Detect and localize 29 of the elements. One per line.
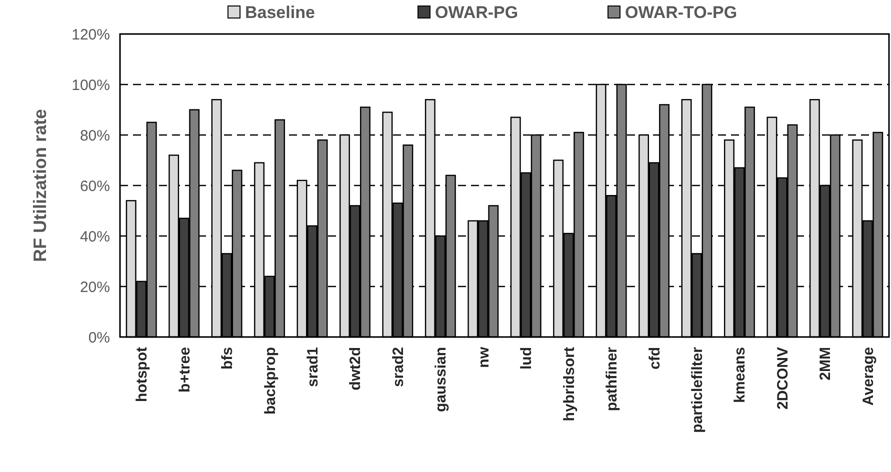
x-tick-label: nw [475, 346, 492, 368]
y-axis-title: RF Utilization rate [30, 108, 50, 262]
y-tick-label: 80% [80, 127, 110, 144]
legend-label: Baseline [245, 2, 315, 22]
x-tick-label: cfd [646, 347, 664, 370]
x-tick-label: lud [518, 347, 536, 370]
y-tick-label: 100% [72, 76, 110, 94]
x-tick-label: srad2 [390, 347, 407, 388]
legend-label: OWAR-TO-PG [625, 2, 738, 22]
x-tick-label: bfs [219, 347, 236, 370]
x-tick-label: 2DCONV [774, 347, 792, 410]
x-tick-label: srad1 [304, 347, 322, 388]
x-tick-label: particlefilter [689, 346, 706, 433]
x-tick-label: dwt2d [347, 347, 364, 390]
x-tick-label: hotspot [134, 346, 151, 402]
x-tick-label: Average [860, 347, 877, 406]
x-tick-label: backprop [262, 347, 279, 415]
x-tick-label: gaussian [432, 347, 450, 412]
y-tick-label: 0% [88, 329, 110, 346]
x-tick-label: 2MM [817, 347, 834, 380]
y-tick-label: 120% [72, 26, 110, 44]
y-tick-label: 20% [80, 278, 110, 296]
x-tick-label: b+tree [176, 347, 194, 392]
y-tick-label: 40% [80, 228, 110, 246]
legend-label: OWAR-PG [435, 2, 518, 22]
x-tick-label: kmeans [732, 347, 749, 403]
y-tick-label: 60% [80, 178, 110, 195]
x-tick-label: hybridsort [560, 347, 578, 422]
x-tick-label: pathfiner [604, 346, 621, 412]
